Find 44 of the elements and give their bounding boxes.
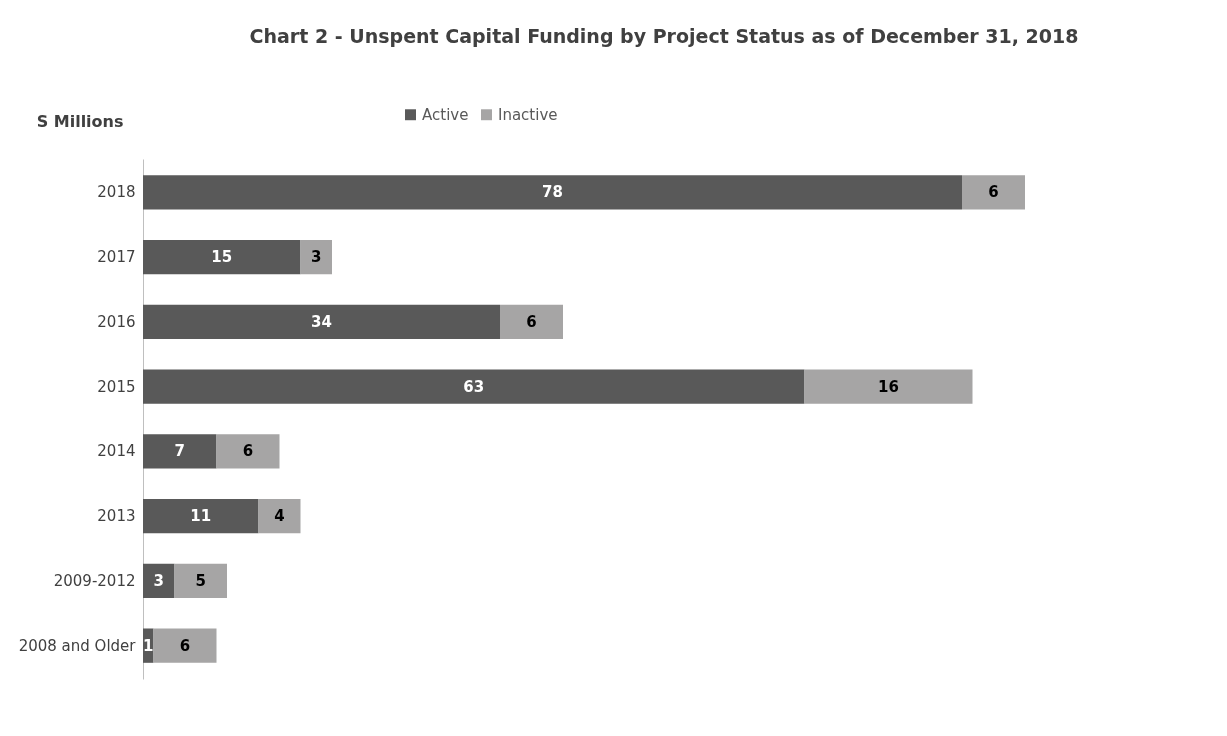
bar [143,175,962,210]
bar [143,563,175,599]
bar [143,498,259,534]
data-label: 5 [195,571,206,590]
bar [804,369,973,404]
bar [153,628,217,663]
data-label: 63 [463,377,485,396]
data-label: 6 [179,636,191,655]
legend-label: Inactive [498,105,558,124]
y-axis-title: S Millions [36,111,124,131]
data-label: 4 [274,507,285,526]
bar [143,434,217,469]
data-label: 11 [190,507,212,526]
data-label: 7 [174,442,185,461]
data-label: 16 [878,377,899,396]
legend-label: Active [422,105,469,124]
y-tick-label: 2015 [97,377,136,396]
data-label: 6 [242,442,254,461]
y-tick-label: 2016 [97,312,136,331]
bar [143,628,154,663]
y-tick-label: 2014 [97,442,136,461]
chart-title: Chart 2 - Unspent Capital Funding by Project Status as of December 31, 2018 [249,25,1079,47]
y-tick-label: 2017 [97,248,136,267]
y-tick-label: 2018 [97,183,136,202]
data-label: 6 [988,183,999,202]
y-tick-label: 2008 and Older [18,636,137,655]
bar [500,304,563,340]
bar [258,498,301,534]
bar [962,175,1025,210]
bar [300,239,332,275]
bar [216,434,280,469]
data-label: 3 [311,248,322,267]
y-tick-label: 2013 [97,507,136,526]
data-label: 15 [211,248,233,267]
data-label: 78 [542,183,563,202]
data-label: 1 [143,636,154,655]
bar [143,369,805,404]
bar [174,563,227,599]
data-label: 6 [526,312,537,331]
data-label: 34 [311,312,332,331]
bar [143,304,500,340]
data-label: 3 [153,571,164,590]
y-tick-label: 2009-2012 [53,571,136,590]
bar [143,239,301,275]
